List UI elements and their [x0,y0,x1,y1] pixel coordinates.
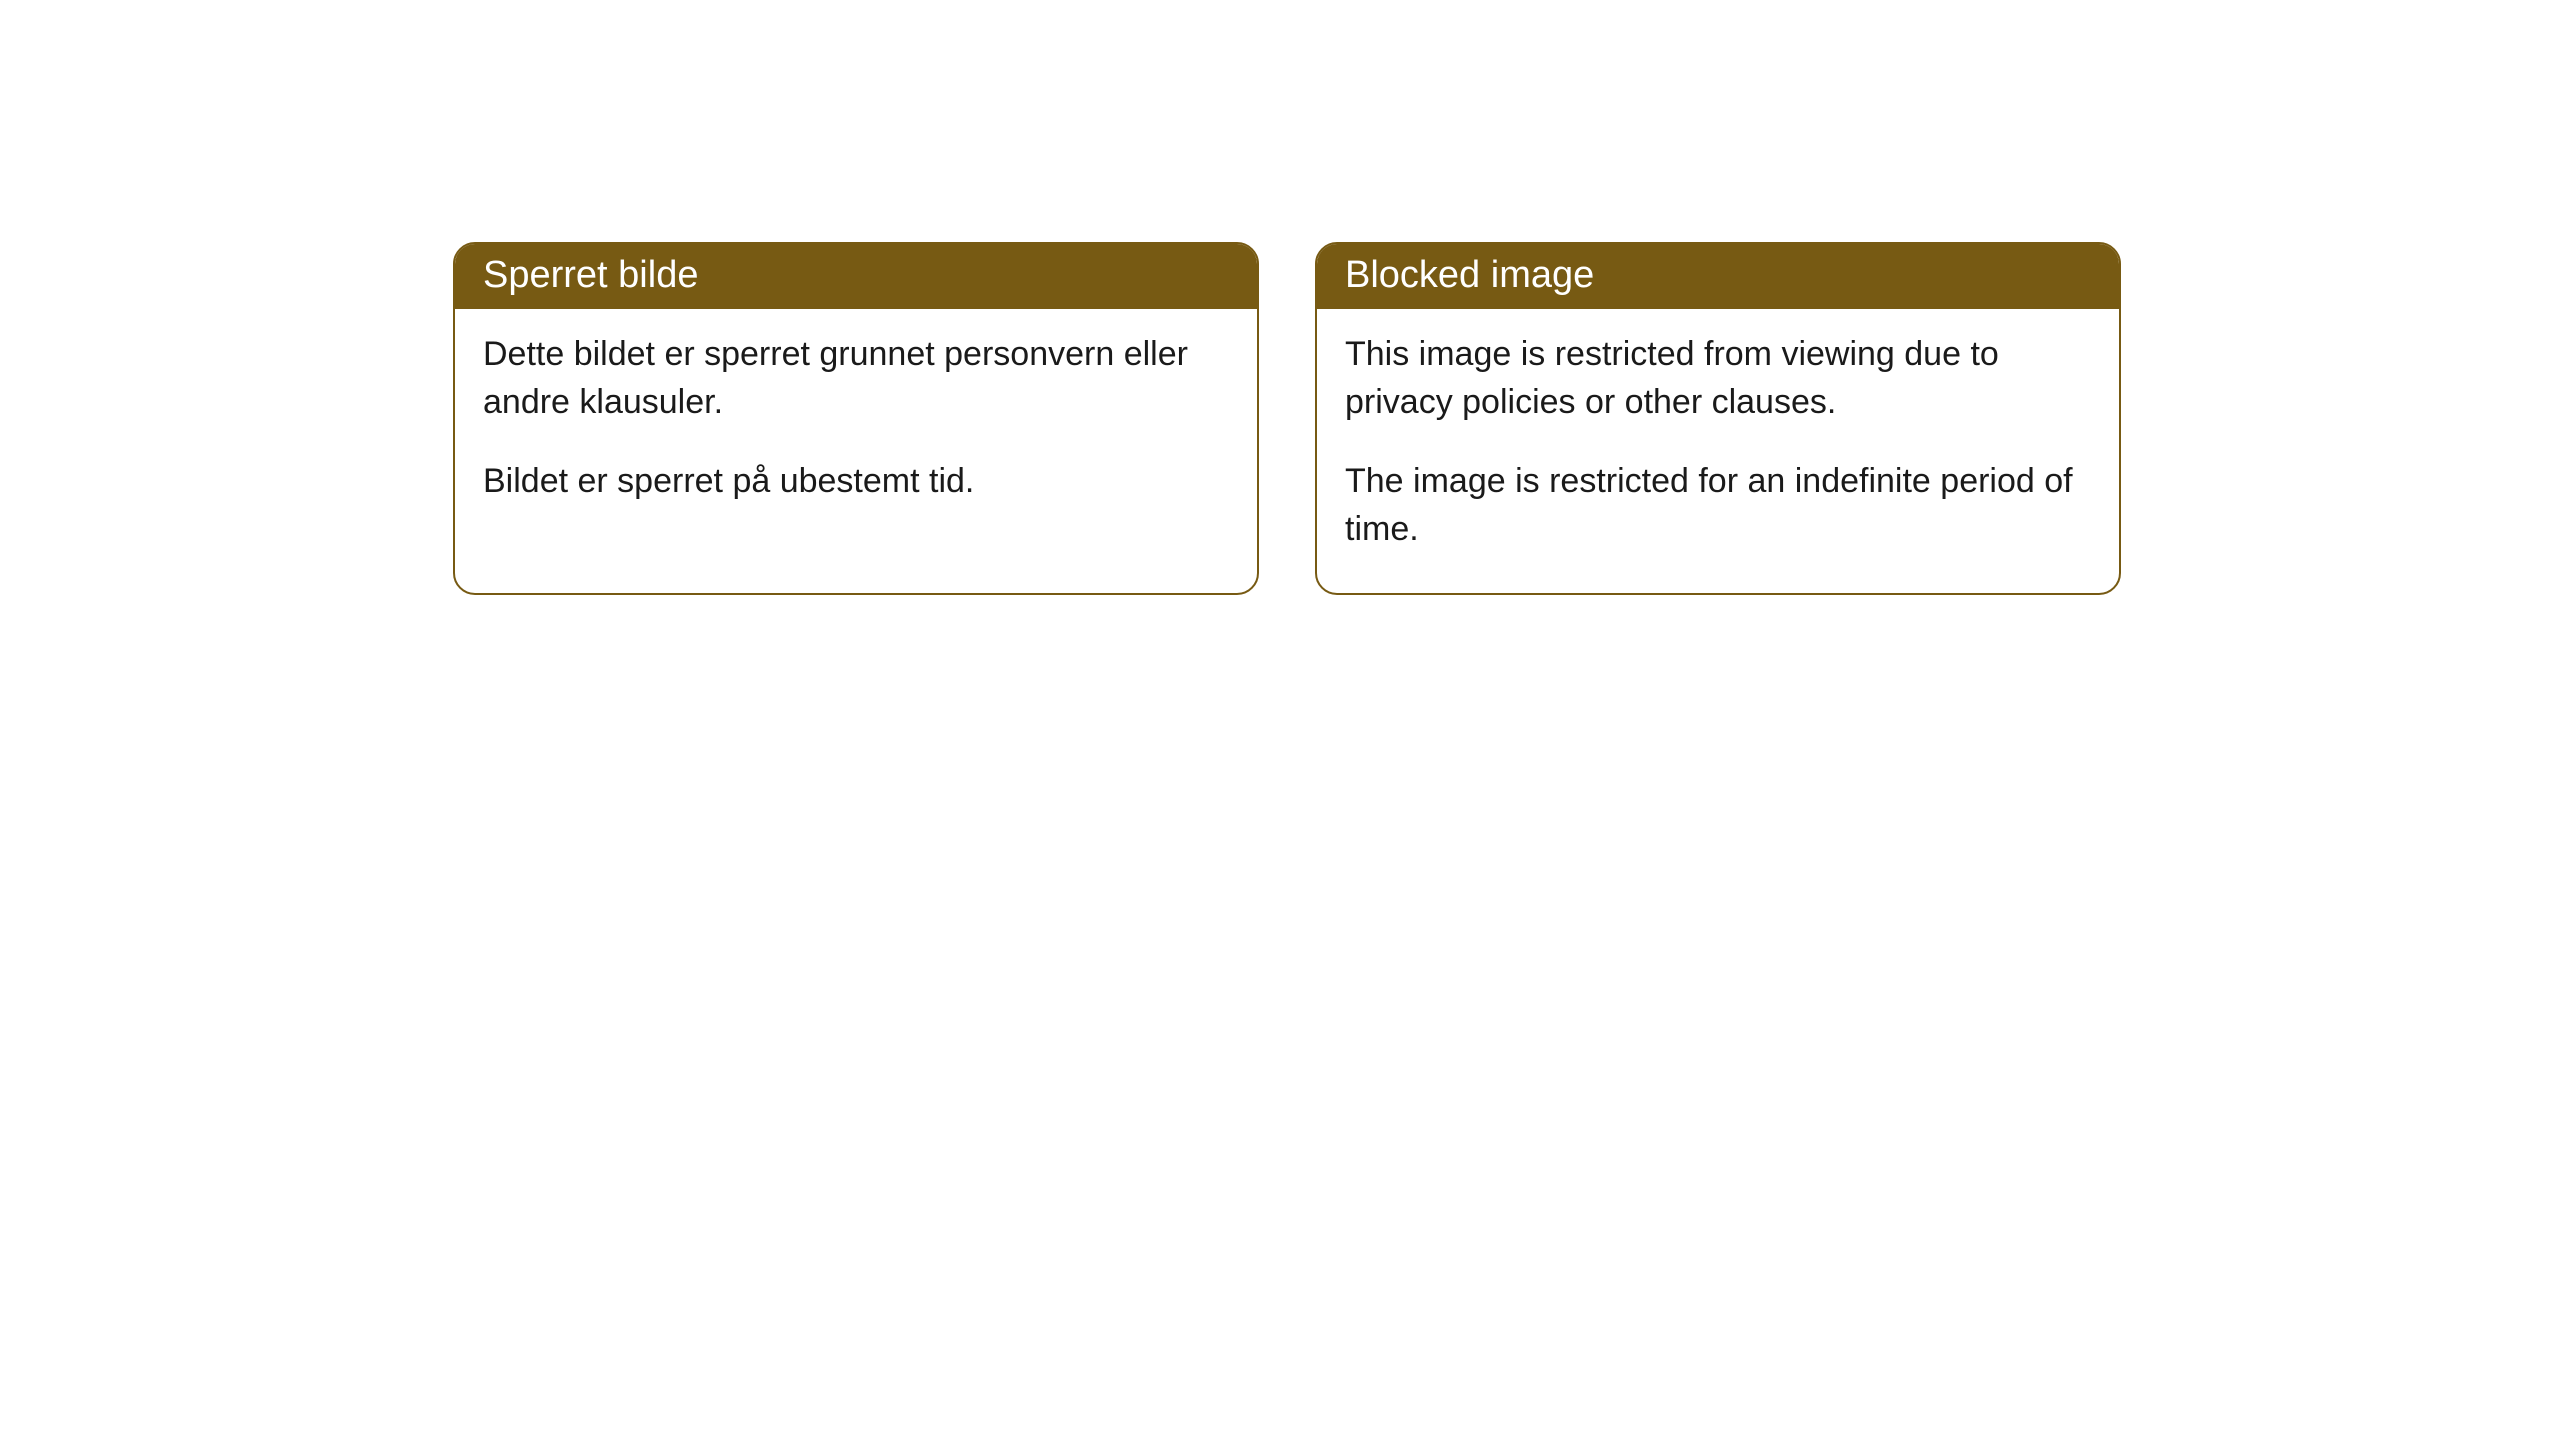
notice-card-title-norwegian: Sperret bilde [455,244,1257,309]
notice-card-norwegian: Sperret bilde Dette bildet er sperret gr… [453,242,1259,595]
notice-cards-container: Sperret bilde Dette bildet er sperret gr… [453,242,2121,595]
notice-text-2-norwegian: Bildet er sperret på ubestemt tid. [483,458,1229,506]
notice-card-english: Blocked image This image is restricted f… [1315,242,2121,595]
notice-card-body-norwegian: Dette bildet er sperret grunnet personve… [455,309,1257,546]
notice-text-1-norwegian: Dette bildet er sperret grunnet personve… [483,331,1229,426]
notice-text-2-english: The image is restricted for an indefinit… [1345,458,2091,553]
notice-text-1-english: This image is restricted from viewing du… [1345,331,2091,426]
notice-card-body-english: This image is restricted from viewing du… [1317,309,2119,593]
notice-card-title-english: Blocked image [1317,244,2119,309]
